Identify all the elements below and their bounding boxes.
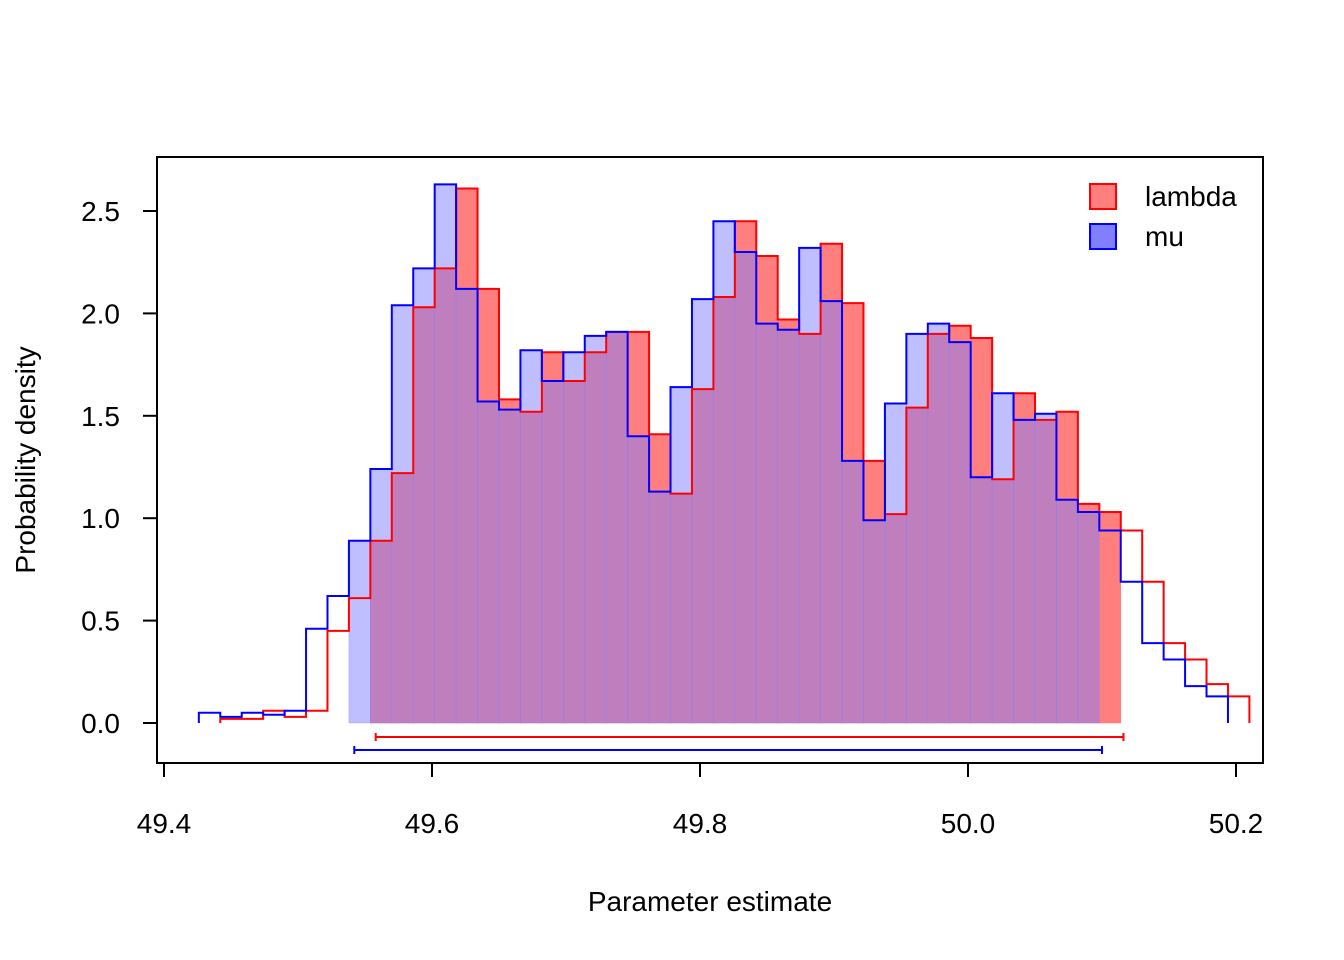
- y-tick-label: 1.5: [81, 401, 120, 432]
- hpd-bar-mu: [820, 300, 843, 724]
- legend-swatch-lambda: [1089, 183, 1117, 210]
- x-axis-title: Parameter estimate: [588, 886, 832, 917]
- y-tick-label: 1.0: [81, 503, 120, 534]
- hpd-bar-lambda: [1099, 511, 1122, 724]
- hpd-bar-mu: [755, 323, 779, 724]
- hpd-bar-mu: [991, 392, 1014, 724]
- x-tick-label: 50.0: [941, 808, 996, 839]
- hpd-bar-mu: [1013, 419, 1036, 724]
- hpd-bar-mu: [691, 298, 714, 724]
- hpd-bar-mu: [734, 251, 757, 724]
- hpd-bar-mu: [670, 386, 693, 724]
- legend-label-mu: mu: [1145, 221, 1184, 252]
- hpd-bar-mu: [434, 184, 457, 724]
- hpd-bar-mu: [455, 288, 478, 724]
- y-axis-title: Probability density: [10, 346, 41, 573]
- hpd-bar-mu: [1034, 413, 1057, 724]
- hpd-bar-mu: [798, 247, 821, 724]
- hpd-bar-mu: [970, 476, 993, 724]
- hpd-bar-mu: [348, 540, 371, 724]
- hpd-bar-mu: [1056, 499, 1079, 724]
- hpd-interval-bars: [353, 733, 1125, 754]
- y-tick-label: 0.5: [81, 606, 120, 637]
- legend: lambda mu: [1089, 181, 1237, 252]
- x-axis: 49.4 49.6 49.8 50.0 50.2: [137, 762, 1264, 839]
- y-tick-label: 2.0: [81, 298, 120, 329]
- x-tick-label: 50.2: [1209, 808, 1264, 839]
- x-tick-label: 49.8: [673, 808, 728, 839]
- histogram-outline-lambda: [219, 187, 1251, 723]
- hpd-bar-mu: [927, 323, 950, 724]
- hpd-bar-mu: [906, 333, 929, 724]
- hpd-bar-mu: [520, 349, 543, 724]
- x-tick-label: 49.6: [405, 808, 460, 839]
- legend-label-lambda: lambda: [1145, 181, 1237, 212]
- hpd-bar-mu: [1077, 511, 1100, 724]
- hpd-bar-mu: [541, 380, 564, 724]
- y-tick-label: 0.0: [81, 708, 120, 739]
- hpd-bar-mu: [498, 409, 521, 724]
- hpd-bar-mu: [841, 460, 864, 724]
- hpd-bar-mu: [605, 331, 628, 724]
- hpd-bar-mu: [648, 491, 671, 724]
- hpd-bar-mu: [863, 519, 886, 724]
- x-tick-label: 49.4: [137, 808, 192, 839]
- y-tick-label: 2.5: [81, 196, 120, 227]
- hpd-bar-mu: [477, 401, 500, 724]
- hpd-bar-mu: [884, 403, 907, 724]
- histogram-outline-mu: [197, 183, 1229, 723]
- hpd-bar-mu: [948, 341, 971, 724]
- y-axis: 0.0 0.5 1.0 1.5 2.0 2.5: [81, 196, 158, 739]
- hpd-fills: [348, 184, 1122, 724]
- hpd-bar-mu: [391, 304, 414, 724]
- hpd-bar-mu: [777, 329, 800, 724]
- hpd-bar-mu: [584, 335, 607, 724]
- hpd-bar-mu: [412, 268, 435, 724]
- hpd-bar-mu: [627, 435, 650, 724]
- histogram-outlines: [197, 183, 1251, 723]
- hpd-bar-mu: [370, 468, 393, 724]
- hpd-bar-mu: [563, 352, 586, 724]
- legend-swatch-mu: [1089, 223, 1117, 250]
